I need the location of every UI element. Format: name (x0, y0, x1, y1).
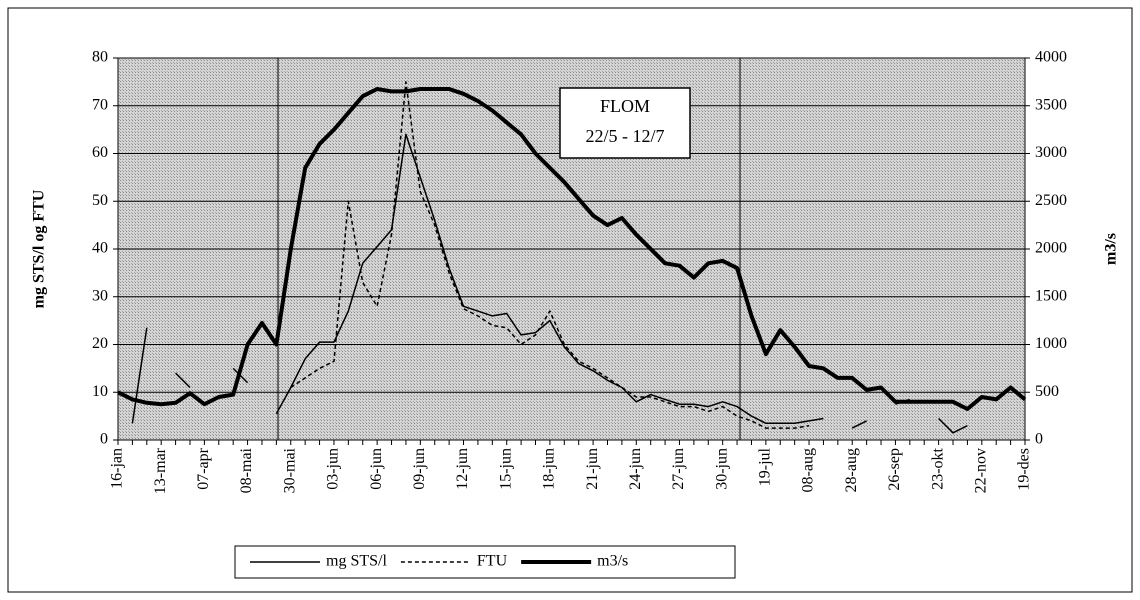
x-tick-label: 19-des (1016, 448, 1033, 491)
y-tick-label: 10 (92, 383, 108, 400)
annotation-box: FLOM 22/5 - 12/7 (559, 87, 691, 159)
annotation: 22/5 - 12/7 (586, 126, 665, 146)
y-tick-label: 70 (92, 96, 108, 113)
series-line (117, 87, 1027, 411)
annotation-frame (559, 87, 691, 159)
y-tick-label: 60 (92, 144, 108, 161)
x-tick-label: 19-jul (757, 447, 774, 486)
x-tick-label: 22-nov (972, 448, 989, 493)
x-tick-label: 08-aug (800, 448, 817, 492)
y-tick-label: 80 (92, 49, 108, 66)
grid (118, 57, 1025, 441)
y2-axis-title: m3/s (1103, 233, 1120, 265)
y2-tick-label: 1000 (1035, 335, 1067, 352)
x-tick-label: 21-jun (584, 448, 601, 490)
x-tick-label: 07-apr (195, 447, 212, 489)
x-tick-label: 15-jun (497, 448, 514, 490)
y-tick-label: 0 (100, 431, 108, 448)
y-axis-title: mg STS/l og FTU (31, 189, 48, 308)
x-tick-label: 08-mai (238, 447, 255, 493)
y2-tick-label: 4000 (1035, 49, 1067, 66)
y2-tick-label: 2500 (1035, 192, 1067, 209)
x-tick-label: 16-jan (109, 448, 126, 489)
x-tick-label: 28-aug (843, 448, 860, 492)
annotation: FLOM (600, 96, 650, 116)
series-lines (117, 81, 1027, 434)
y-tick-label: 30 (92, 287, 108, 304)
y2-tick-label: 2000 (1035, 240, 1067, 257)
x-tick-label: 26-sep (886, 448, 903, 491)
y2-tick-label: 0 (1035, 431, 1043, 448)
x-tick-label: 18-jun (541, 448, 558, 490)
x-tick-label: 27-jun (670, 448, 687, 490)
x-tick-label: 23-okt (929, 447, 946, 489)
legend-label: m3/s (597, 553, 628, 570)
x-tick-label: 13-mar (152, 447, 169, 494)
x-tick-label: 30-jun (713, 448, 730, 490)
series-line (290, 81, 810, 429)
y2-tick-label: 3500 (1035, 96, 1067, 113)
y2-tick-label: 3000 (1035, 144, 1067, 161)
legend: mg STS/l FTU m3/s (234, 545, 736, 579)
y2-tick-label: 1500 (1035, 287, 1067, 304)
x-tick-label: 12-jun (454, 448, 471, 490)
y-tick-label: 20 (92, 335, 108, 352)
x-tick-label: 24-jun (627, 448, 644, 490)
x-tick-label: 06-jun (368, 448, 385, 490)
y-tick-label: 50 (92, 192, 108, 209)
x-tick-label: 03-jun (325, 448, 342, 490)
y-tick-label: 40 (92, 240, 108, 257)
legend-label: FTU (477, 553, 508, 570)
x-tick-label: 30-mai (281, 447, 298, 493)
y2-tick-label: 500 (1035, 383, 1059, 400)
x-tick-label: 09-jun (411, 448, 428, 490)
legend-label: mg STS/l (326, 553, 387, 570)
